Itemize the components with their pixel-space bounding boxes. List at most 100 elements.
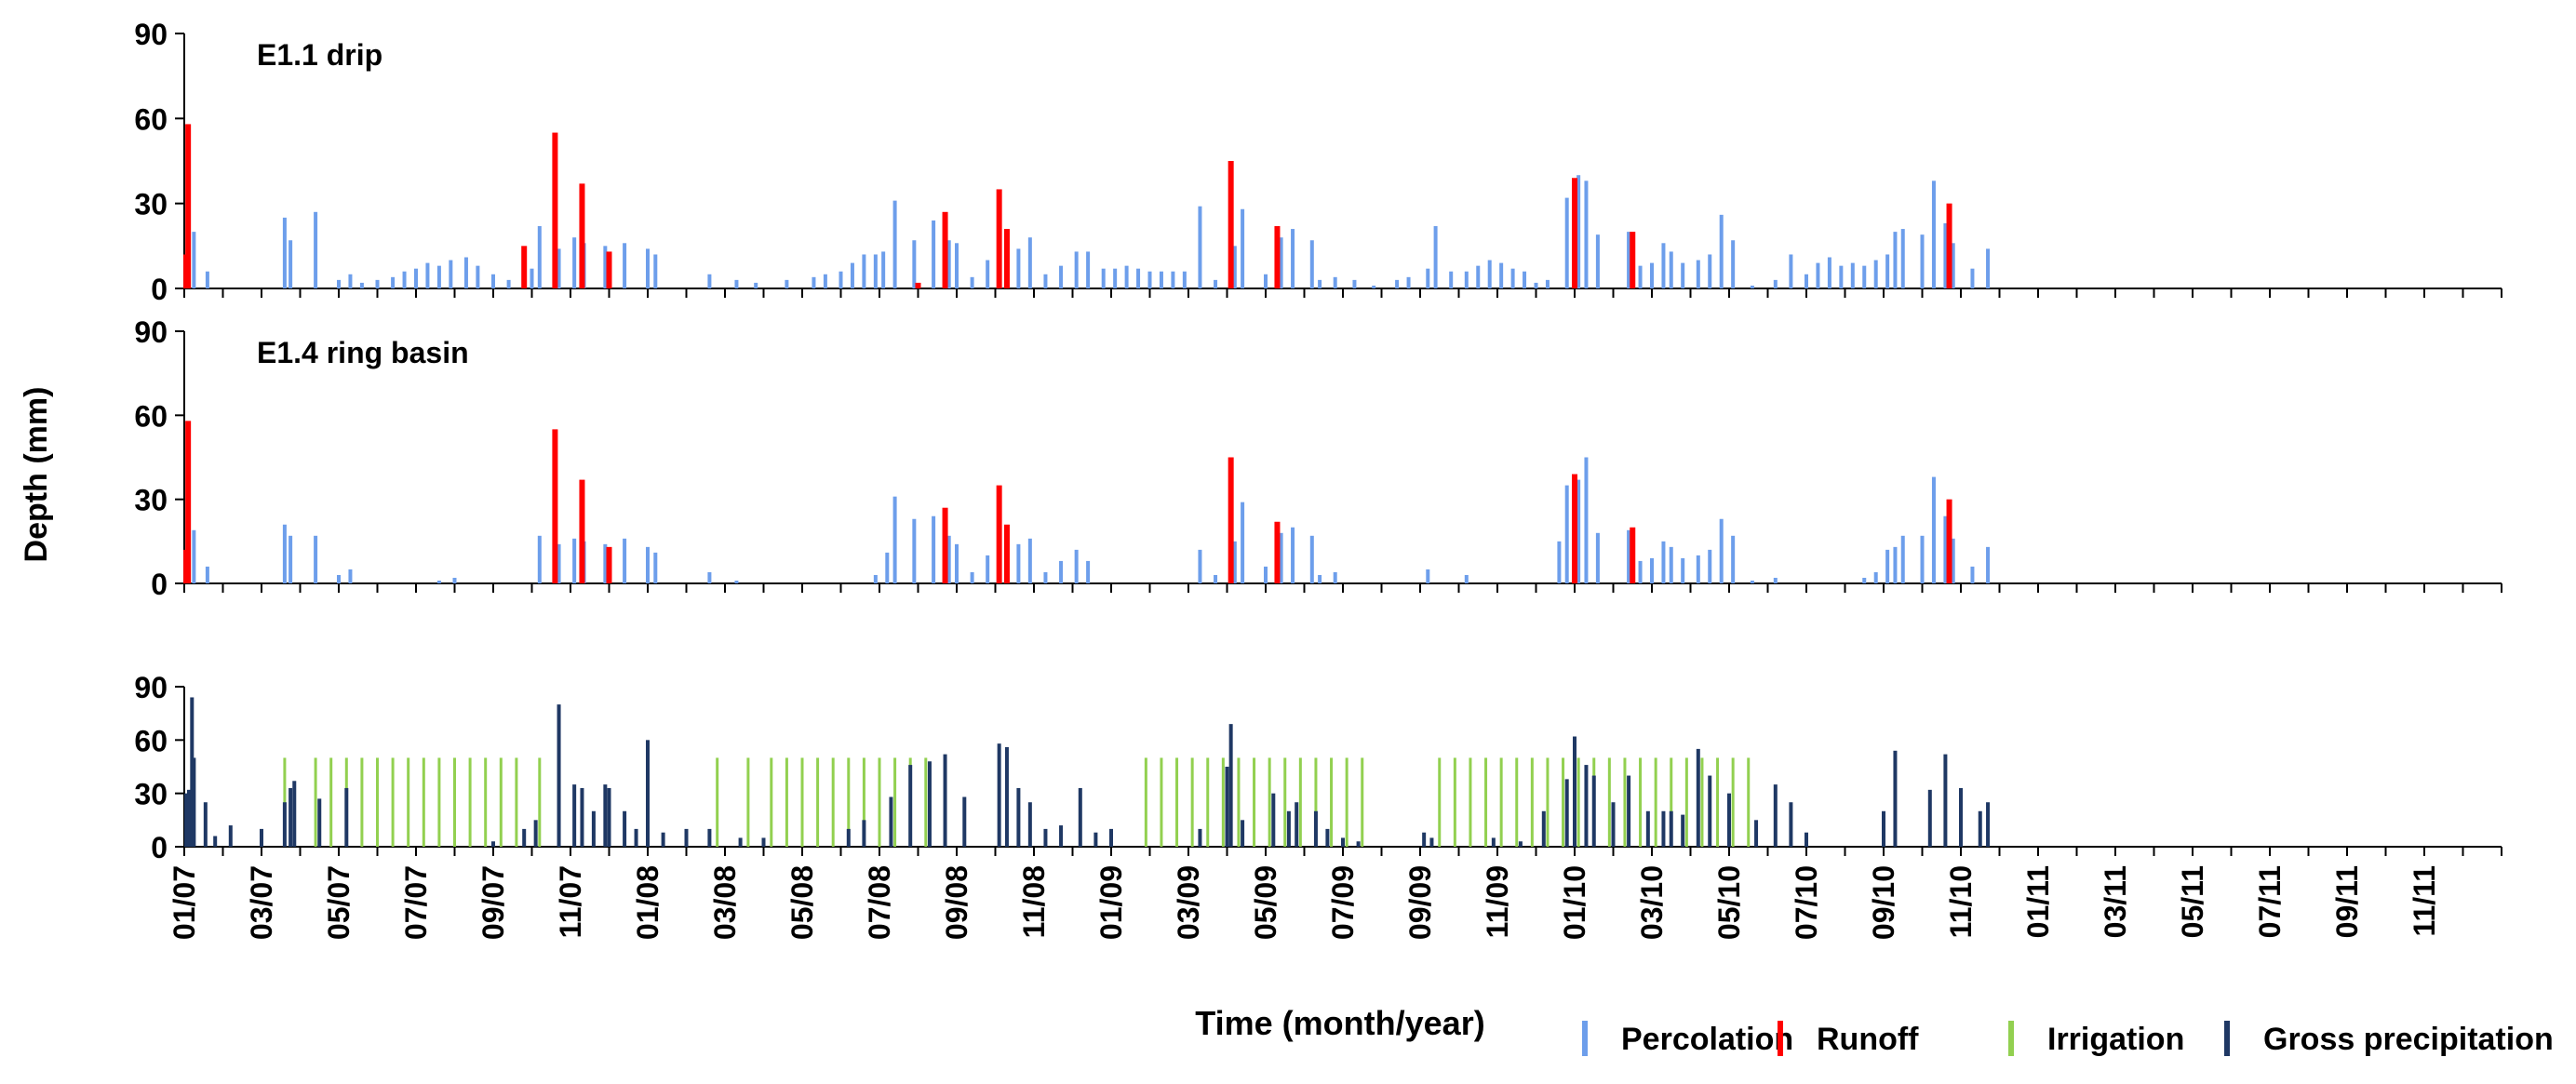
x-tick-label: 01/11 (2021, 865, 2055, 938)
x-tick-label: 11/11 (2408, 865, 2441, 937)
x-tick-label: 03/10 (1635, 865, 1669, 940)
bar-percolation (1534, 282, 1538, 288)
bar-percolation (646, 546, 650, 583)
bar-gross-precipitation (1627, 775, 1631, 847)
bar-percolation (1147, 271, 1152, 288)
x-tick-label: 11/08 (1017, 865, 1051, 938)
bar-percolation (572, 237, 577, 288)
bar-irrigation (1654, 757, 1657, 847)
bar-percolation (282, 217, 287, 288)
bar-percolation (1318, 279, 1322, 288)
y-tick-label: 90 (134, 18, 168, 51)
bar-percolation (734, 279, 739, 288)
bar-percolation (1970, 268, 1975, 288)
bar-runoff (1572, 178, 1577, 288)
bar-gross-precipitation (1059, 825, 1064, 847)
bar-gross-precipitation (1295, 802, 1299, 847)
bar-irrigation (1515, 757, 1519, 847)
bar-gross-precipitation (1959, 787, 1963, 847)
bar-gross-precipitation (1943, 754, 1948, 847)
bar-irrigation (1144, 757, 1147, 847)
bar-percolation (603, 543, 608, 583)
x-tick-label: 07/09 (1326, 865, 1360, 940)
x-tick-label: 07/10 (1790, 865, 1823, 940)
bar-percolation (1333, 571, 1337, 583)
bar-irrigation (1530, 757, 1534, 847)
panel-title: E1.1 drip (257, 38, 382, 72)
bar-gross-precipitation (1882, 810, 1885, 847)
bar-gross-precipitation (1773, 784, 1778, 847)
bar-irrigation (924, 757, 928, 847)
bar-percolation (414, 268, 418, 288)
y-tick-label: 60 (134, 102, 168, 136)
bar-percolation (1805, 274, 1808, 288)
bar-gross-precipitation (1681, 814, 1685, 847)
bar-percolation (1545, 279, 1550, 288)
bar-gross-precipitation (1541, 810, 1546, 847)
bar-runoff (996, 485, 1002, 583)
bar-percolation (885, 552, 890, 583)
legend-label: Irrigation (2047, 1022, 2184, 1057)
bar-gross-precipitation (684, 828, 689, 847)
bar-percolation (1352, 279, 1357, 288)
bar-percolation (192, 232, 196, 288)
bar-percolation (1584, 457, 1589, 583)
bar-percolation (348, 569, 353, 583)
bar-gross-precipitation (1491, 837, 1496, 847)
bar-gross-precipitation (646, 740, 650, 847)
bar-gross-precipitation (491, 841, 495, 847)
legend-item-gross-precipitation: Gross precipitation (2224, 1021, 2554, 1057)
bar-percolation (1920, 535, 1925, 583)
bar-percolation (932, 220, 936, 288)
bar-percolation (955, 243, 959, 288)
bar-irrigation (1253, 757, 1256, 847)
bar-gross-precipitation (908, 765, 913, 847)
bar-percolation (491, 274, 495, 288)
bar-runoff (996, 189, 1002, 288)
legend-item-runoff: Runoff (1778, 1021, 1919, 1057)
bar-runoff (606, 251, 612, 288)
bar-percolation (1576, 479, 1581, 583)
bar-irrigation (1684, 757, 1688, 847)
bar-gross-precipitation (623, 810, 627, 847)
legend-swatch (2224, 1021, 2230, 1056)
bar-gross-precipitation (1573, 736, 1576, 847)
bar-percolation (932, 515, 936, 583)
bar-irrigation (1670, 757, 1673, 847)
bar-gross-precipitation (186, 789, 191, 847)
bar-gross-precipitation (1611, 802, 1616, 847)
bar-irrigation (1499, 757, 1503, 847)
bar-runoff (552, 429, 558, 583)
bar-gross-precipitation (1789, 802, 1793, 847)
bar-percolation (707, 274, 712, 288)
bar-percolation (1113, 268, 1118, 288)
bar-runoff (521, 246, 528, 288)
bar-percolation (1893, 546, 1898, 583)
bar-percolation (1850, 262, 1855, 288)
y-tick-label: 30 (134, 188, 168, 221)
y-tick-label: 90 (134, 315, 168, 349)
bar-irrigation (376, 757, 379, 847)
bar-irrigation (1700, 757, 1704, 847)
bar-percolation (850, 262, 854, 288)
x-tick-label: 11/09 (1481, 865, 1514, 938)
bar-gross-precipitation (846, 828, 851, 847)
bar-irrigation (515, 757, 518, 847)
bar-percolation (623, 538, 627, 583)
x-tick-label: 09/10 (1867, 865, 1900, 940)
bar-percolation (881, 251, 886, 288)
legend-label: Percolation (1621, 1022, 1793, 1057)
bar-percolation (557, 248, 561, 288)
bar-runoff (606, 546, 612, 583)
bar-percolation (1719, 214, 1724, 288)
bar-irrigation (878, 757, 881, 847)
bar-irrigation (1469, 757, 1472, 847)
bar-percolation (603, 246, 608, 288)
bar-percolation (288, 240, 293, 288)
bar-irrigation (538, 757, 542, 847)
bar-runoff (915, 282, 921, 288)
bar-percolation (1214, 279, 1218, 288)
bar-runoff (942, 507, 948, 583)
x-tick-label: 05/08 (785, 865, 819, 940)
